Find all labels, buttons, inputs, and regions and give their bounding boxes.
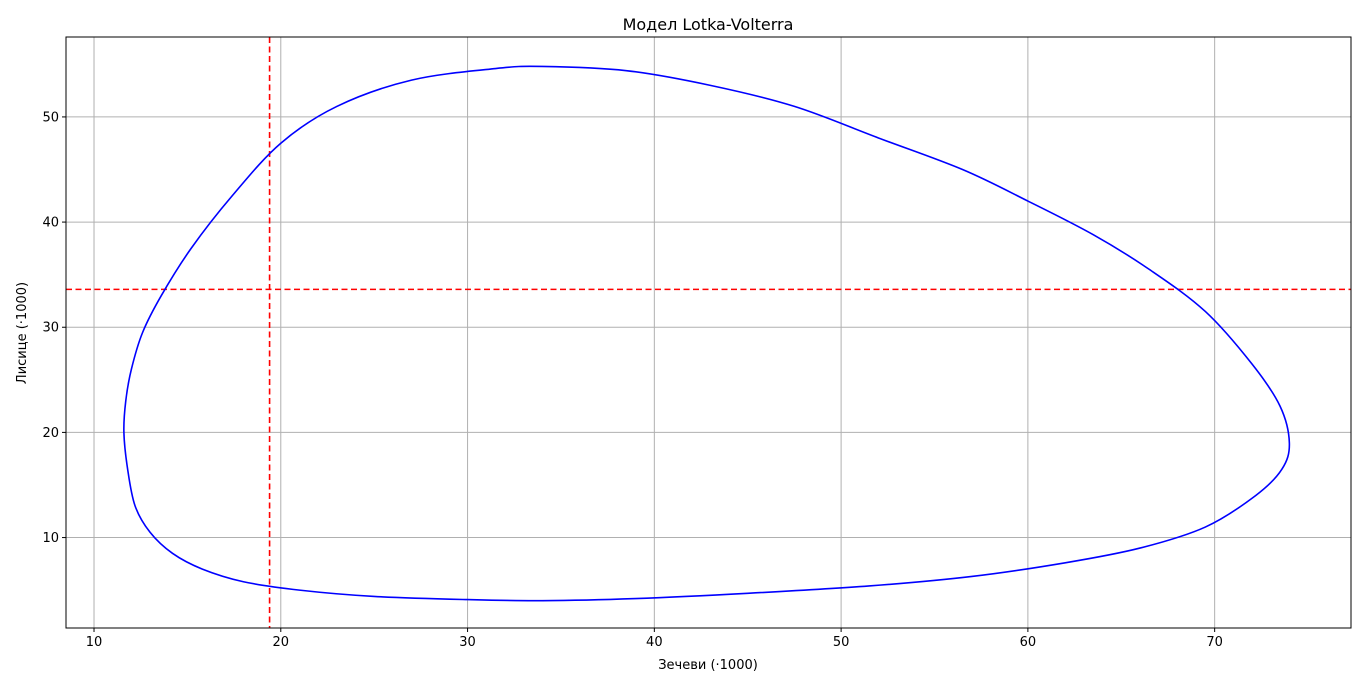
y-tick-label: 10	[42, 531, 59, 546]
x-tick-label: 20	[273, 635, 290, 650]
chart-title: Модел Lotka-Volterra	[623, 15, 794, 34]
x-tick-label: 50	[833, 635, 850, 650]
y-tick-label: 30	[42, 321, 59, 336]
plot-frame	[65, 36, 1352, 629]
ticks: 10 20 30 40 50 60 70 10 20 30 40 50	[42, 110, 1222, 650]
grid	[66, 37, 1351, 628]
series-layer	[123, 65, 1291, 602]
y-tick-label: 50	[42, 110, 59, 125]
x-tick-label: 30	[459, 635, 476, 650]
x-tick-label: 70	[1206, 635, 1223, 650]
x-tick-label: 60	[1020, 635, 1037, 650]
y-axis-label: Лисице (·1000)	[15, 282, 30, 384]
reference-lines	[66, 37, 1351, 628]
y-tick-label: 20	[42, 426, 59, 441]
x-axis-label: Зечеви (·1000)	[658, 658, 758, 673]
x-tick-label: 40	[646, 635, 663, 650]
x-tick-label: 10	[86, 635, 103, 650]
series-trajectory-line	[123, 65, 1291, 602]
y-tick-label: 40	[42, 216, 59, 231]
